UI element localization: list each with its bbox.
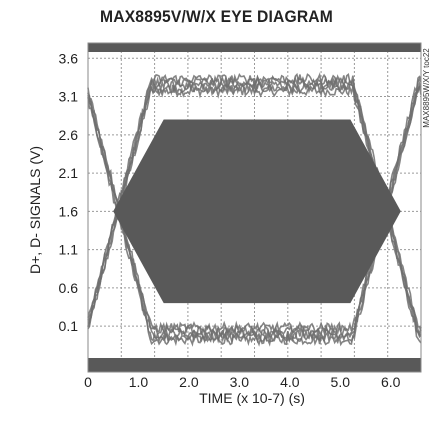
y-tick-label: 2.6 [59,127,79,143]
chart-title: MAX8895V/W/X EYE DIAGRAM [100,7,333,26]
x-tick-label: 6.0 [381,374,401,390]
y-tick-label: 1.1 [59,242,79,258]
x-tick-label: 0 [84,374,92,390]
eye-mask [113,119,401,304]
plot-frame [87,42,422,373]
x-tick-label: 5.0 [331,374,351,390]
signal-trace [87,72,422,332]
signal-trace [87,80,422,342]
y-tick-label: 3.6 [59,50,79,66]
x-axis-label: TIME (x 10-7) (s) [199,390,305,406]
x-tick-label: 3.0 [230,374,250,390]
signal-trace [87,84,422,344]
y-tick-label: 2.1 [59,165,79,181]
y-tick-label: 0.6 [59,280,79,296]
top-band [88,43,421,52]
plot-area [87,42,422,373]
y-axis-label: D+, D- SIGNALS (V) [27,146,43,274]
signal-trace [87,75,422,335]
x-tick-label: 2.0 [179,374,199,390]
x-tick-label: 1.0 [129,374,149,390]
y-tick-label: 3.1 [59,89,79,105]
tick-labels: 3.6 3.1 2.6 2.1 1.6 1.1 0.6 0.1 0 1.0 2.0 3.0 4.0 5.0… [59,50,401,390]
bottom-band [88,358,421,372]
toc-note: MAX8895W/X/Y toc22 [422,48,431,128]
x-tick-label: 4.0 [280,374,300,390]
y-tick-label: 1.6 [59,203,79,219]
y-tick-label: 0.1 [59,318,79,334]
